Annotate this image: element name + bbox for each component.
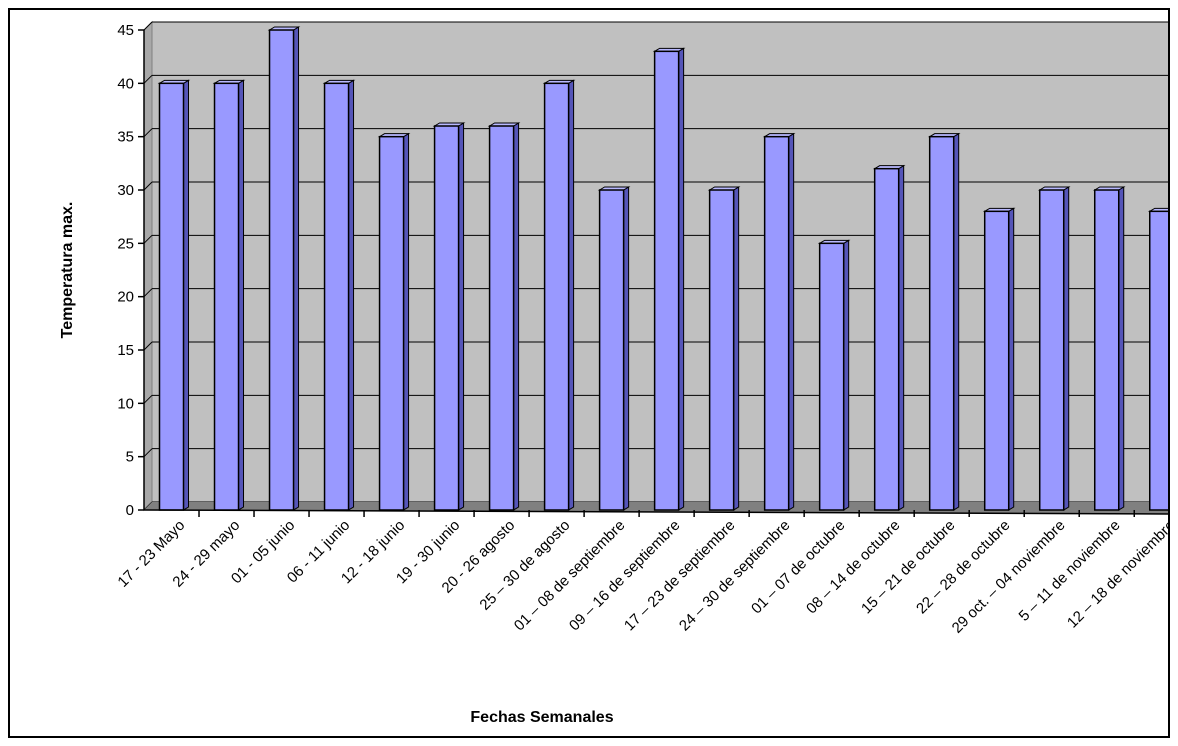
y-tick-label: 5: [126, 449, 134, 466]
x-tick-label: 08 – 14 de octubre: [803, 517, 903, 617]
y-tick-label: 0: [126, 502, 134, 519]
bar-10: [652, 47, 686, 511]
y-tick-label: 25: [117, 235, 134, 252]
bar-1: [157, 79, 191, 511]
bar-15: [927, 132, 961, 511]
bar-18: [1092, 186, 1126, 511]
x-tick-label: 22 – 28 de octubre: [913, 517, 1013, 617]
y-axis: 0 5 10 15 20 25 30 35 40 45: [117, 22, 145, 519]
bar-8: [542, 79, 576, 511]
bar-2: [212, 79, 246, 511]
bar-19: [1147, 207, 1168, 511]
x-tick-label: 09 – 16 de septiembre: [566, 517, 684, 635]
y-tick-label: 45: [117, 22, 134, 39]
bar-13: [817, 239, 851, 511]
x-tick-label: 01 – 08 de septiembre: [511, 517, 629, 635]
bar-5: [377, 132, 411, 511]
bar-7: [487, 122, 521, 511]
x-tick-label: 5 – 11 de noviembre: [1016, 517, 1124, 625]
bar-9: [597, 186, 631, 511]
y-tick-label: 40: [117, 75, 134, 92]
y-tick-label: 20: [117, 289, 134, 306]
x-axis-title: Fechas Semanales: [470, 709, 613, 726]
y-axis-title: Temperatura max.: [59, 202, 76, 339]
bar-4: [322, 79, 356, 511]
bar-12: [762, 132, 796, 511]
x-axis-line: [143, 509, 1168, 515]
bar-16: [982, 207, 1016, 511]
y-tick-label: 35: [117, 129, 134, 146]
x-tick-label: 17 – 23 de septiembre: [621, 517, 739, 635]
bar-3: [267, 26, 301, 511]
bar-6: [432, 122, 466, 511]
y-tick-label: 30: [117, 182, 134, 199]
chart-frame: 0 5 10 15 20 25 30 35 40 45 17 - 23 Mayo 24 - 29 m…: [8, 8, 1170, 738]
y-tick-label: 10: [117, 395, 134, 412]
bars: [157, 26, 1168, 511]
bar-11: [707, 186, 741, 511]
bar-17: [1037, 186, 1071, 511]
x-tick-label: 01 – 07 de octubre: [748, 517, 848, 617]
bar-14: [872, 164, 906, 511]
x-tick-label: 15 – 21 de octubre: [858, 517, 958, 617]
y-tick-label: 15: [117, 342, 134, 359]
x-tick-label: 24 – 30 de septiembre: [676, 517, 794, 635]
